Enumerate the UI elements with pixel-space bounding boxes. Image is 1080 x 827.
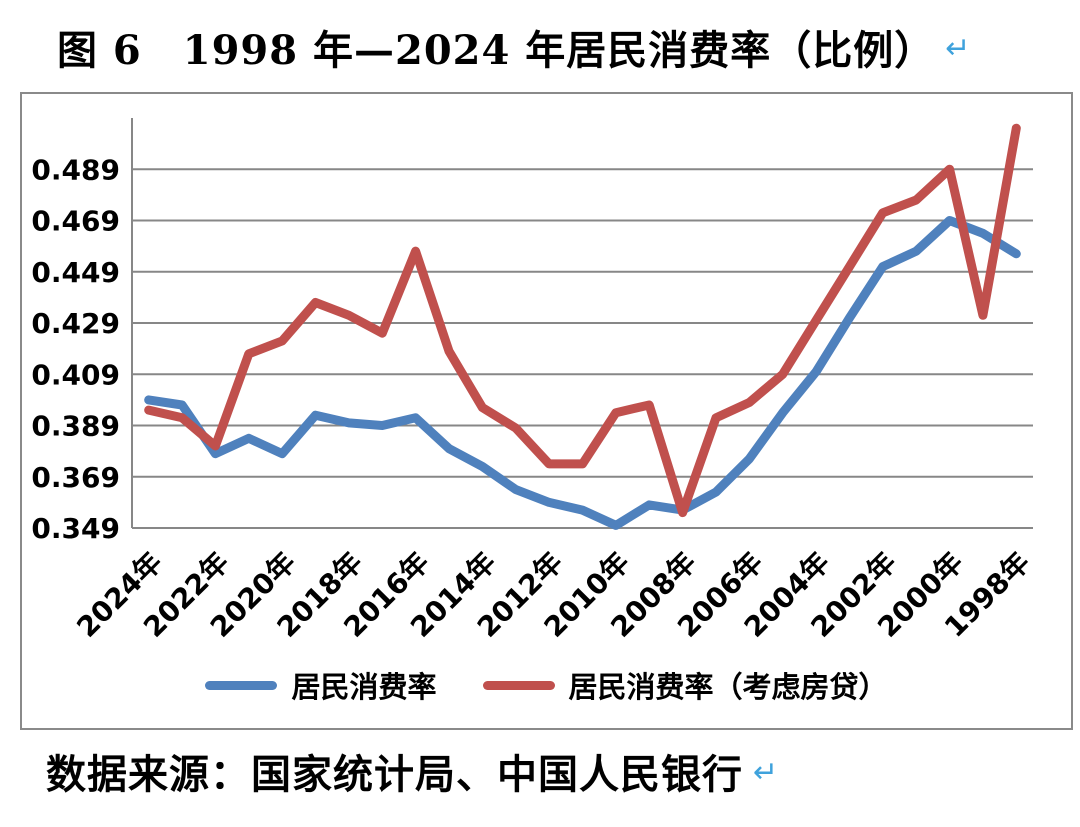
y-axis-tick-label: 0.349 bbox=[31, 512, 120, 545]
legend-swatch-red bbox=[482, 680, 555, 690]
figure-title-text: 图 6 1998 年—2024 年居民消费率（比例） bbox=[57, 27, 936, 74]
y-axis-tick-label: 0.489 bbox=[31, 153, 120, 186]
paragraph-mark-icon: ↵ bbox=[945, 31, 972, 66]
data-source-note: 数据来源：国家统计局、中国人民银行 ↵ bbox=[46, 742, 779, 800]
legend-item-consumption-rate: 居民消费率 bbox=[205, 664, 437, 706]
legend-label: 居民消费率 bbox=[291, 670, 437, 704]
series-line-red bbox=[144, 123, 1021, 518]
figure-title: 图 6 1998 年—2024 年居民消费率（比例） ↵ bbox=[57, 18, 971, 76]
paragraph-mark-icon: ↵ bbox=[753, 755, 780, 790]
chart-legend: 居民消费率 居民消费率（考虑房贷） bbox=[22, 664, 1071, 706]
data-source-text: 数据来源：国家统计局、中国人民银行 bbox=[46, 751, 743, 798]
chart-frame: 0.489 0.469 0.449 0.429 0.409 0.389 0.369 0.349… bbox=[20, 92, 1073, 730]
y-axis-tick-label: 0.369 bbox=[31, 461, 120, 494]
legend-swatch-blue bbox=[205, 680, 278, 690]
y-axis-tick-label: 0.409 bbox=[31, 358, 120, 391]
line-chart-svg: 0.489 0.469 0.449 0.429 0.409 0.389 0.369 0.349… bbox=[31, 118, 1036, 644]
y-axis-tick-label: 0.469 bbox=[31, 205, 120, 238]
y-axis-tick-label: 0.429 bbox=[31, 307, 120, 340]
y-axis-tick-label: 0.449 bbox=[31, 256, 120, 289]
legend-label: 居民消费率（考虑房贷） bbox=[568, 670, 888, 704]
y-axis-tick-label: 0.389 bbox=[31, 410, 120, 443]
series-line-blue bbox=[144, 216, 1021, 530]
legend-item-consumption-rate-mortgage: 居民消费率（考虑房贷） bbox=[482, 664, 888, 706]
